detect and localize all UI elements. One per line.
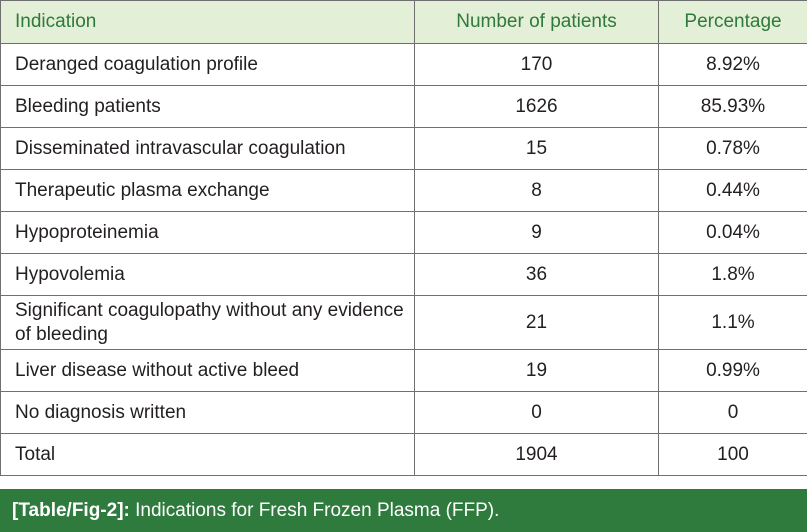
percentage-cell: 0.44%	[658, 169, 807, 212]
column-header-percentage: Percentage	[658, 0, 807, 44]
patients-cell: 8	[414, 169, 659, 212]
patients-cell: 15	[414, 127, 659, 170]
table-row: Therapeutic plasma exchange 8 0.44%	[0, 169, 807, 212]
percentage-cell: 85.93%	[658, 85, 807, 128]
caption-text: Indications for Fresh Frozen Plasma (FFP…	[129, 500, 500, 521]
caption-label: [Table/Fig-2]:	[12, 500, 130, 521]
percentage-cell: 1.1%	[658, 295, 807, 350]
table-row: Disseminated intravascular coagulation 1…	[0, 127, 807, 170]
indication-cell: Total	[0, 433, 415, 476]
patients-cell: 9	[414, 211, 659, 254]
patients-cell: 170	[414, 43, 659, 86]
table-row: Hypoproteinemia 9 0.04%	[0, 211, 807, 254]
indication-cell: Significant coagulopathy without any evi…	[0, 295, 415, 350]
table-row: Significant coagulopathy without any evi…	[0, 295, 807, 350]
column-header-patients: Number of patients	[414, 0, 659, 44]
indication-cell: Deranged coagulation profile	[0, 43, 415, 86]
table-row: Bleeding patients 1626 85.93%	[0, 85, 807, 128]
indication-cell: Hypoproteinemia	[0, 211, 415, 254]
patients-cell: 1626	[414, 85, 659, 128]
patients-cell: 0	[414, 391, 659, 434]
percentage-cell: 0.04%	[658, 211, 807, 254]
patients-cell: 19	[414, 349, 659, 392]
indication-cell: No diagnosis written	[0, 391, 415, 434]
patients-cell: 21	[414, 295, 659, 350]
patients-cell: 1904	[414, 433, 659, 476]
percentage-cell: 1.8%	[658, 253, 807, 296]
percentage-cell: 0	[658, 391, 807, 434]
table-row: Liver disease without active bleed 19 0.…	[0, 349, 807, 392]
percentage-cell: 0.78%	[658, 127, 807, 170]
patients-cell: 36	[414, 253, 659, 296]
indications-table: Indication Number of patients Percentage…	[0, 0, 807, 476]
table-row: Deranged coagulation profile 170 8.92%	[0, 43, 807, 86]
indication-cell: Therapeutic plasma exchange	[0, 169, 415, 212]
percentage-cell: 0.99%	[658, 349, 807, 392]
percentage-cell: 8.92%	[658, 43, 807, 86]
percentage-cell: 100	[658, 433, 807, 476]
column-header-indication: Indication	[0, 0, 415, 44]
table-row: Hypovolemia 36 1.8%	[0, 253, 807, 296]
indication-cell: Bleeding patients	[0, 85, 415, 128]
figure-caption: [Table/Fig-2]: Indications for Fresh Fro…	[0, 489, 807, 532]
indication-cell: Hypovolemia	[0, 253, 415, 296]
indication-cell: Liver disease without active bleed	[0, 349, 415, 392]
total-row: Total 1904 100	[0, 433, 807, 476]
indication-cell: Disseminated intravascular coagulation	[0, 127, 415, 170]
table-row: No diagnosis written 0 0	[0, 391, 807, 434]
table-header-row: Indication Number of patients Percentage	[0, 0, 807, 44]
